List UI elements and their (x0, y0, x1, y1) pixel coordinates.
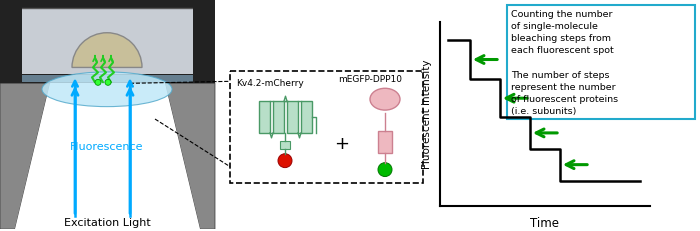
Bar (301, 101, 312, 133)
Bar (22, 75, 193, 82)
Bar (287, 101, 298, 133)
Text: +: + (335, 135, 349, 153)
Bar (0, 74, 215, 83)
Bar (273, 101, 284, 133)
Bar (193, 0, 215, 82)
Polygon shape (0, 83, 50, 229)
Text: Fluorescent intensity: Fluorescent intensity (422, 59, 432, 169)
Text: mEGFP-DPP10: mEGFP-DPP10 (338, 75, 402, 84)
Bar (0, 0, 22, 82)
Text: Counting the number
of single-molecule
bleaching steps from
each fluorescent spo: Counting the number of single-molecule b… (511, 10, 618, 116)
Text: Excitation Light: Excitation Light (64, 218, 150, 228)
Text: Time: Time (531, 217, 559, 230)
Bar (230, 71, 423, 183)
Bar (259, 101, 270, 133)
Bar (20, 8, 195, 75)
Text: Kv4.2-mCherry: Kv4.2-mCherry (236, 79, 304, 88)
Circle shape (95, 79, 101, 85)
Text: Fluorescence: Fluorescence (70, 142, 144, 152)
Wedge shape (72, 33, 142, 67)
Bar (378, 131, 392, 153)
Circle shape (278, 154, 292, 168)
Circle shape (378, 163, 392, 176)
Ellipse shape (42, 72, 172, 107)
Bar (280, 141, 290, 149)
Bar (0, 0, 215, 8)
Polygon shape (15, 83, 200, 229)
Ellipse shape (370, 88, 400, 110)
Polygon shape (165, 83, 215, 229)
Bar (507, 5, 695, 119)
Circle shape (105, 79, 111, 85)
